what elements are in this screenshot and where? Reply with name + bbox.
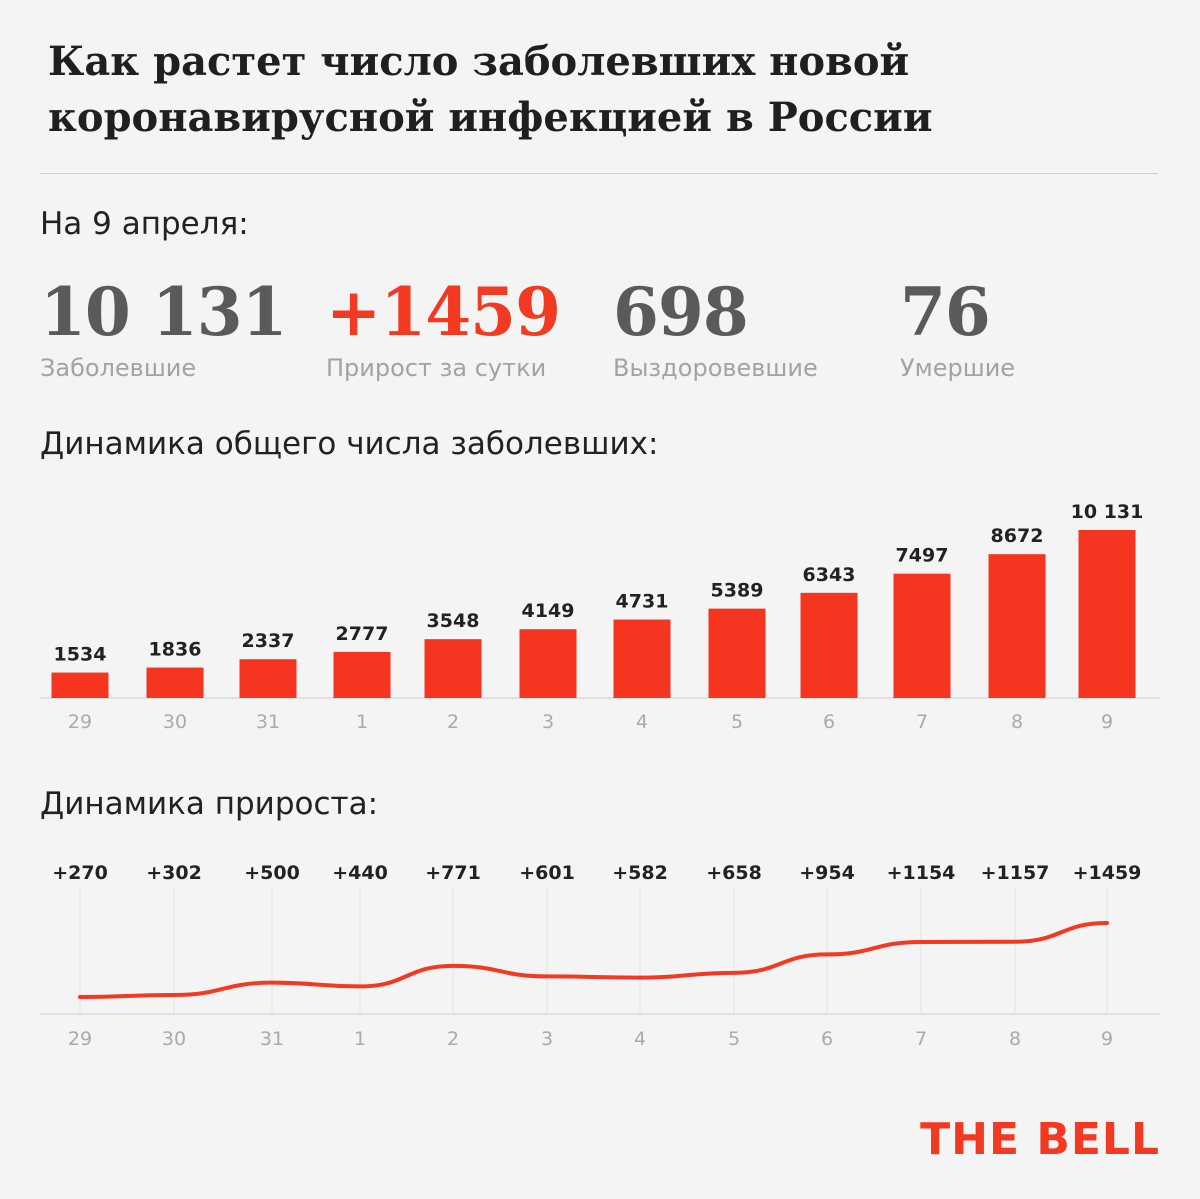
stat-cases-label: Заболевшие <box>40 354 197 382</box>
growth-series-line <box>78 921 1109 999</box>
bar-x-tick: 1 <box>356 711 368 733</box>
line-x-tick: 2 <box>447 1028 459 1050</box>
line-x-tick: 8 <box>1009 1028 1021 1050</box>
bar-9 <box>1078 530 1136 698</box>
line-x-tick: 5 <box>728 1028 740 1050</box>
line-value-label: +1459 <box>1073 862 1142 884</box>
stat-daily-growth-label: Прирост за сутки <box>326 354 547 382</box>
bar-2 <box>424 639 482 698</box>
line-x-tick: 30 <box>162 1028 186 1050</box>
stat-recovered-label: Выздоровевшие <box>613 354 818 382</box>
line-x-tick: 9 <box>1101 1028 1113 1050</box>
line-value-label: +771 <box>425 862 481 884</box>
stat-deaths-label: Умершие <box>900 354 1016 382</box>
bar-31 <box>239 659 297 698</box>
bar-value-label: 8672 <box>991 525 1044 547</box>
line-x-tick: 6 <box>821 1028 833 1050</box>
bar-value-label: 1534 <box>54 644 107 666</box>
bar-value-label: 5389 <box>711 580 764 602</box>
title-line-2: коронавирусной инфекцией в России <box>48 94 933 141</box>
bar-x-tick: 9 <box>1101 711 1113 733</box>
bar-value-label: 2777 <box>336 623 389 645</box>
line-x-tick: 31 <box>260 1028 284 1050</box>
stat-deaths-value: 76 <box>900 273 991 351</box>
bar-x-tick: 30 <box>163 711 187 733</box>
title-line-1: Как растет число заболевших новой <box>48 38 910 85</box>
line-x-tick: 29 <box>68 1028 92 1050</box>
line-value-label: +1154 <box>887 862 956 884</box>
line-value-label: +270 <box>52 862 108 884</box>
stat-cases-value: 10 131 <box>40 273 288 351</box>
bar-5 <box>708 608 766 698</box>
line-value-label: +500 <box>244 862 300 884</box>
bar-value-label: 4731 <box>616 591 669 613</box>
line-x-tick: 4 <box>634 1028 646 1050</box>
line-value-label: +601 <box>519 862 575 884</box>
bar-8 <box>988 554 1046 698</box>
line-value-label: +582 <box>612 862 668 884</box>
bar-30 <box>146 667 204 698</box>
bar-value-label: 3548 <box>427 610 480 632</box>
bar-x-tick: 3 <box>542 711 554 733</box>
stat-cases: 10 131 Заболевшие <box>40 272 288 382</box>
stat-deaths: 76 Умершие <box>900 272 1015 382</box>
date-label: На 9 апреля: <box>40 206 249 242</box>
bar-6 <box>800 592 858 698</box>
bar-x-tick: 2 <box>447 711 459 733</box>
bar-3 <box>519 629 577 698</box>
stat-recovered: 698 Выздоровевшие <box>613 272 818 382</box>
bar-4 <box>613 619 671 698</box>
line-chart-title: Динамика прироста: <box>40 786 379 822</box>
bar-1 <box>333 651 391 698</box>
bar-29 <box>51 672 109 698</box>
bar-x-tick: 31 <box>256 711 280 733</box>
bar-chart: 1534 29 1836 30 2337 31 2777 1 3548 2 4149 3 4731 4 53… <box>40 501 1160 733</box>
line-value-label: +302 <box>146 862 202 884</box>
page-title: Как растет число заболевших новой корона… <box>48 34 1148 146</box>
line-value-label: +440 <box>332 862 388 884</box>
bar-x-tick: 5 <box>731 711 743 733</box>
bar-value-label: 10 131 <box>1071 501 1144 523</box>
bar-chart-title: Динамика общего числа заболевших: <box>40 426 659 462</box>
line-chart: +270 29 +302 30 +500 31 +440 1 +771 2 +601 3 +582 4 +6… <box>40 862 1160 1050</box>
bar-value-label: 2337 <box>242 630 295 652</box>
title-divider <box>40 173 1158 174</box>
bar-value-label: 7497 <box>896 545 949 567</box>
line-value-label: +1157 <box>981 862 1050 884</box>
line-x-tick: 7 <box>915 1028 927 1050</box>
bar-x-tick: 8 <box>1011 711 1023 733</box>
bar-x-tick: 4 <box>636 711 648 733</box>
bar-x-tick: 6 <box>823 711 835 733</box>
stat-recovered-value: 698 <box>613 273 749 351</box>
bar-value-label: 4149 <box>522 600 575 622</box>
stat-daily-growth: +1459 Прирост за сутки <box>326 272 561 382</box>
line-x-tick: 1 <box>354 1028 366 1050</box>
line-value-label: +954 <box>799 862 855 884</box>
bar-value-label: 6343 <box>803 564 856 586</box>
line-value-label: +658 <box>706 862 762 884</box>
bar-x-tick: 7 <box>916 711 928 733</box>
brand-logo: THE BELL <box>920 1114 1160 1165</box>
bar-7 <box>893 573 951 698</box>
bar-x-tick: 29 <box>68 711 92 733</box>
bar-value-label: 1836 <box>149 639 202 661</box>
stat-daily-growth-value: +1459 <box>326 273 561 351</box>
line-x-tick: 3 <box>541 1028 553 1050</box>
